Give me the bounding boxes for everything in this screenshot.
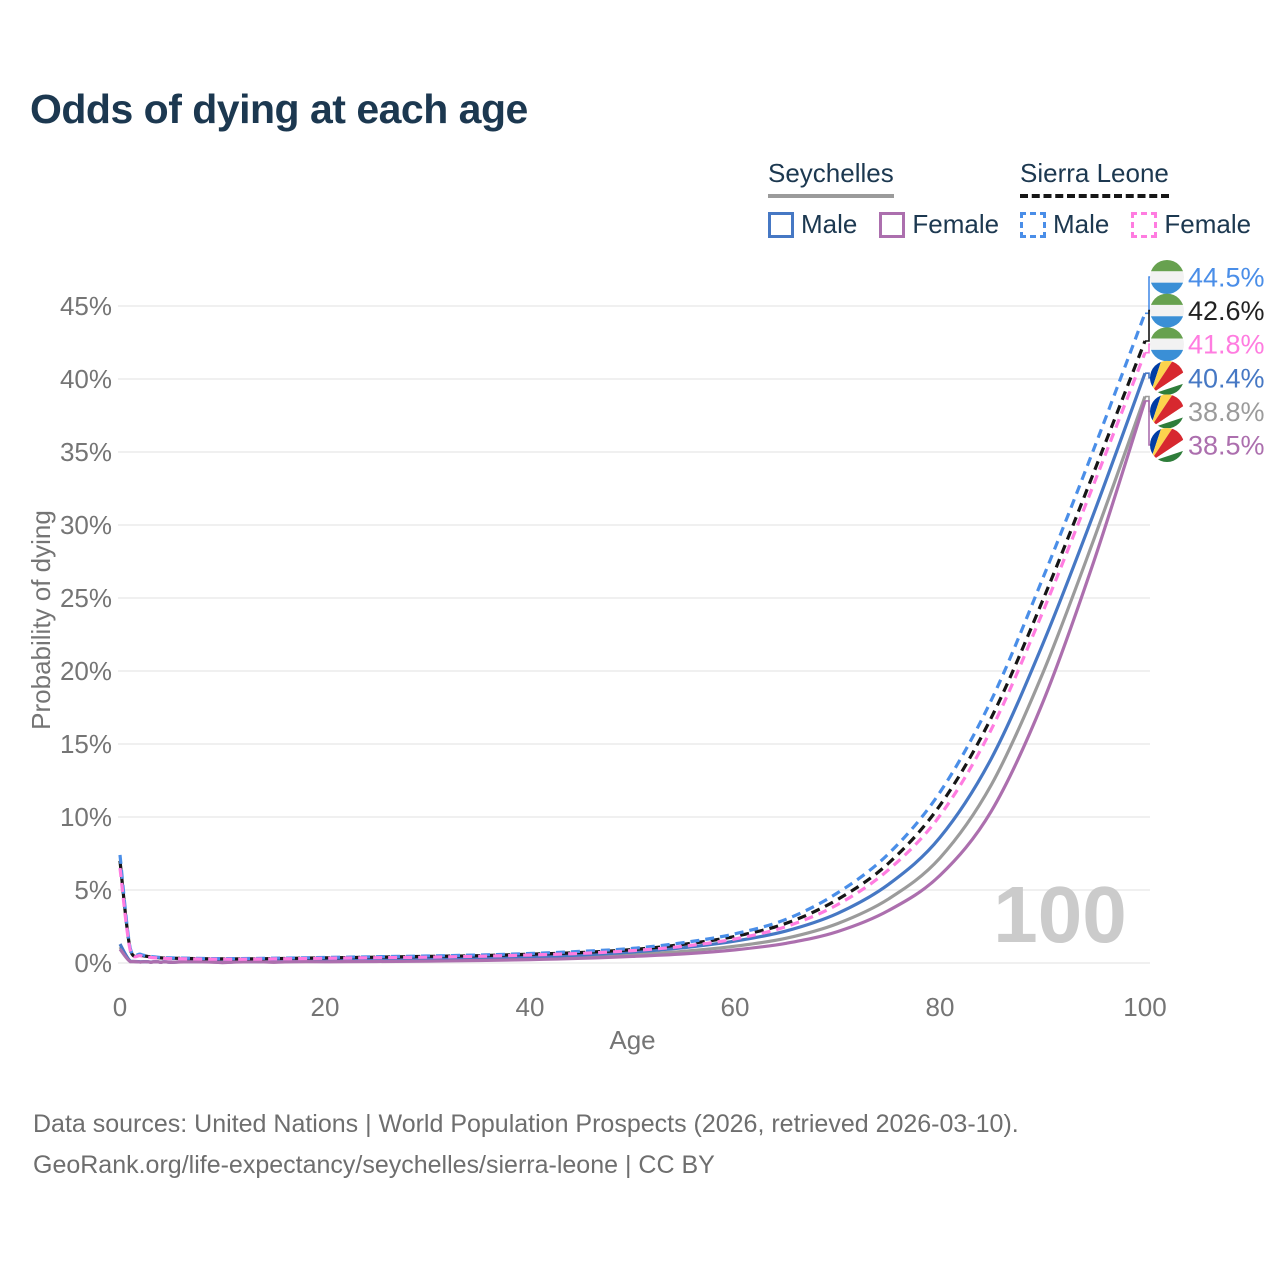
legend-item-sierra-leone-female[interactable]: Female (1131, 209, 1251, 240)
y-tick-label: 20% (60, 656, 112, 686)
sierra-leone-flag-icon (1150, 293, 1184, 328)
legend-label-male: Male (1053, 209, 1110, 239)
x-tick-label: 40 (516, 992, 545, 1022)
legend-label-female: Female (1164, 209, 1252, 239)
data-sources-text: Data sources: United Nations | World Pop… (33, 1110, 1019, 1138)
end-value-label-sierra-leone-female: 41.8% (1188, 330, 1265, 360)
end-value-label-seychelles-male: 40.4% (1188, 363, 1265, 393)
x-tick-label: 20 (311, 992, 340, 1022)
series-line-sierra-leone-male[interactable] (118, 312, 1147, 961)
chart-footer: Data sources: United Nations | World Pop… (33, 1104, 1019, 1186)
legend-item-seychelles-female[interactable]: Female (879, 209, 999, 240)
series-line-seychelles-male[interactable] (118, 372, 1147, 964)
attribution-text: GeoRank.org/life-expectancy/seychelles/s… (33, 1151, 715, 1179)
end-value-label-sierra-leone-male: 44.5% (1188, 263, 1265, 293)
legend-country-seychelles[interactable]: Seychelles (768, 158, 894, 198)
legend-country-sierra-leone[interactable]: Sierra Leone (1020, 158, 1169, 198)
page-title: Odds of dying at each age (30, 86, 528, 132)
x-tick-label: 0 (113, 992, 127, 1022)
legend-group-seychelles: Seychelles Male Female (768, 158, 999, 240)
x-axis-title: Age (609, 1025, 655, 1055)
x-tick-label: 100 (1123, 992, 1166, 1022)
sierra-leone-flag-icon (1150, 327, 1184, 362)
seychelles-male-swatch-icon (768, 211, 794, 238)
end-value-label-sierra-leone-both: 42.6% (1188, 296, 1265, 326)
seychelles-female-swatch-icon (879, 211, 906, 238)
sierra-leone-flag-icon (1150, 260, 1184, 294)
series-line-sierra-leone-female[interactable] (118, 352, 1147, 961)
y-tick-label: 45% (60, 291, 112, 321)
x-tick-label: 80 (926, 992, 955, 1022)
end-value-label-seychelles-both: 38.8% (1188, 397, 1265, 427)
legend-label-female: Female (912, 209, 1000, 239)
y-axis-title: Probability of dying (26, 510, 56, 730)
legend-item-seychelles-male[interactable]: Male (768, 209, 857, 240)
y-tick-label: 0% (74, 948, 112, 978)
legend-group-sierra-leone: Sierra Leone Male Female (1020, 158, 1251, 240)
y-tick-label: 35% (60, 437, 112, 467)
y-tick-label: 5% (74, 875, 112, 905)
series-line-sierra-leone-both[interactable] (118, 340, 1147, 961)
series-line-seychelles-both[interactable] (118, 395, 1147, 965)
legend-label-male: Male (801, 209, 858, 239)
series-line-seychelles-female[interactable] (118, 400, 1147, 965)
y-tick-label: 25% (60, 583, 112, 613)
y-tick-label: 15% (60, 729, 112, 759)
y-tick-label: 30% (60, 510, 112, 540)
y-tick-label: 10% (60, 802, 112, 832)
x-tick-label: 60 (721, 992, 750, 1022)
seychelles-flag-icon (1150, 428, 1184, 462)
y-tick-label: 40% (60, 364, 112, 394)
seychelles-flag-icon (1150, 360, 1184, 395)
age-counter-watermark: 100 (993, 870, 1126, 959)
seychelles-flag-icon (1150, 394, 1184, 429)
sierra-leone-female-swatch-icon (1131, 211, 1158, 238)
sierra-leone-male-swatch-icon (1020, 211, 1046, 238)
legend-item-sierra-leone-male[interactable]: Male (1020, 209, 1109, 240)
end-value-label-seychelles-female: 38.5% (1188, 431, 1265, 461)
